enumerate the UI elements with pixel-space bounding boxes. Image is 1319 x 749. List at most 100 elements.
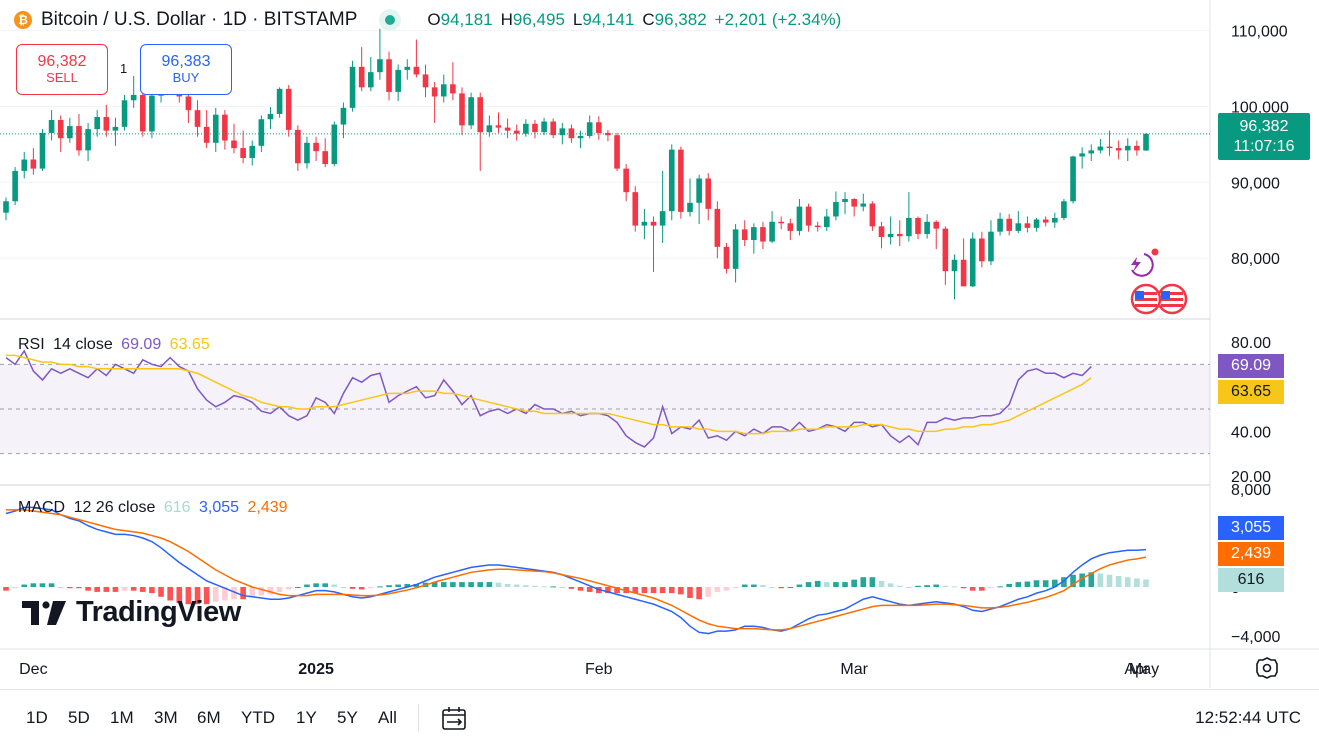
macd-histogram-bar [332,585,338,587]
candle-body [815,226,821,228]
macd-histogram-bar [705,587,711,597]
macd-histogram-bar [523,585,529,587]
candle-body [195,110,201,127]
macd-histogram-bar [997,586,1003,587]
timeframe-all[interactable]: All [378,708,397,728]
candle-body [277,89,283,114]
macd-histogram-bar [67,587,73,588]
macd-histogram-bar [906,587,912,588]
market-status-icon[interactable] [379,9,401,31]
timeframe-1m[interactable]: 1M [110,708,134,728]
us-flag-icon[interactable] [1128,283,1190,315]
macd-legend[interactable]: MACD 12 26 close 616 3,055 2,439 [18,499,292,517]
calendar-range-icon[interactable] [440,704,468,737]
macd-histogram-bar [122,587,128,591]
macd-histogram-bar [560,587,566,588]
macd-histogram-bar [1006,584,1012,587]
macd-histogram-bar [1116,576,1122,587]
candle-body [441,84,447,96]
candle-body [851,199,857,207]
candle-body [696,178,702,202]
candle-body [915,218,921,234]
buy-button[interactable]: 96,383 BUY [140,44,232,95]
candle-body [213,115,219,143]
macd-histogram-bar [104,587,110,592]
macd-name: MACD [18,499,65,516]
macd-histogram-bar [286,587,292,589]
candle-body [961,260,967,287]
macd-histogram-bar [660,587,666,593]
macd-histogram-bar [505,584,511,587]
candle-body [85,129,91,150]
buy-label: BUY [173,71,200,86]
candle-body [943,229,949,272]
macd-histogram-bar [149,587,155,593]
ohlc-open-value: 94,181 [441,10,493,30]
settings-gear-icon[interactable] [1255,656,1279,680]
timeframe-1d[interactable]: 1D [26,708,48,728]
candle-body [313,143,319,151]
macd-histogram-bar [496,583,502,587]
timeframe-ytd[interactable]: YTD [241,708,275,728]
macd-histogram-bar [751,585,757,587]
candle-body [386,59,392,92]
macd-histogram-bar [897,586,903,587]
candle-body [523,124,529,134]
candle-body [906,218,912,236]
ohlc-change: +2,201 (+2.34%) [715,10,842,30]
candle-body [21,160,27,171]
symbol-header[interactable]: ₿ Bitcoin / U.S. Dollar · 1D · BITSTAMP … [0,6,849,34]
macd-histogram-bar [350,587,356,589]
macd-histogram-bar [842,582,848,587]
candle-body [149,96,155,132]
macd-histogram-bar [879,581,885,587]
time-axis-label: Mar [840,661,868,678]
macd-histogram-bar [450,582,456,587]
economic-events-icon[interactable] [1122,248,1162,278]
rsi-ma-badge: 63.65 [1218,380,1284,404]
tradingview-logo-text: TradingView [76,596,241,629]
candle-body [778,222,784,224]
candle-body [797,207,803,231]
utc-clock[interactable]: 12:52:44 UTC [1195,708,1301,728]
macd-histogram-bar [1016,582,1022,587]
candle-body [715,209,721,247]
macd-histogram-bar [386,585,392,587]
candle-body [742,229,748,240]
macd-histogram-bar [1034,580,1040,587]
rsi-band-fill [0,364,1210,453]
candle-body [1125,146,1131,151]
candle-body [432,87,438,96]
candle-body [40,133,46,169]
spread-value: 1 [120,61,127,76]
candle-body [705,178,711,208]
rsi-badge: 69.09 [1218,354,1284,378]
macd-histogram-bar [550,586,556,587]
macd-histogram-bar [979,587,985,591]
candle-body [1025,223,1031,228]
timeframe-6m[interactable]: 6M [197,708,221,728]
candle-body [94,117,100,129]
chart-svg[interactable]: 110,000100,00090,00080,00080.0040.0020.0… [0,0,1319,744]
ohlc-low-value: 94,141 [582,10,634,30]
timeframe-5d[interactable]: 5D [68,708,90,728]
candle-body [632,192,638,225]
timeframe-3m[interactable]: 3M [154,708,178,728]
rsi-legend[interactable]: RSI 14 close 69.09 63.65 [18,336,214,354]
timeframe-5y[interactable]: 5Y [337,708,358,728]
time-axis-label: Feb [585,661,613,678]
ohlc-open-key: O [427,10,440,30]
macd-histogram-bar [532,586,538,587]
candle-body [322,151,328,164]
macd-histogram-bar [833,582,839,587]
chart-root[interactable]: 110,000 100,000 90,000 80,000 80.00 40.00 20.0… [0,0,1319,744]
sell-button[interactable]: 96,382 SELL [16,44,108,95]
time-axis-label: May [1129,661,1159,678]
macd-histogram-bar [1134,578,1140,587]
timeframe-1y[interactable]: 1Y [296,708,317,728]
last-price-badge: 96,382 11:07:16 [1218,113,1310,160]
macd-histogram-bar [12,587,18,588]
symbol-title[interactable]: Bitcoin / U.S. Dollar · 1D · BITSTAMP [41,9,357,31]
tradingview-logo[interactable]: TradingView [22,596,241,629]
candle-body [541,122,547,133]
